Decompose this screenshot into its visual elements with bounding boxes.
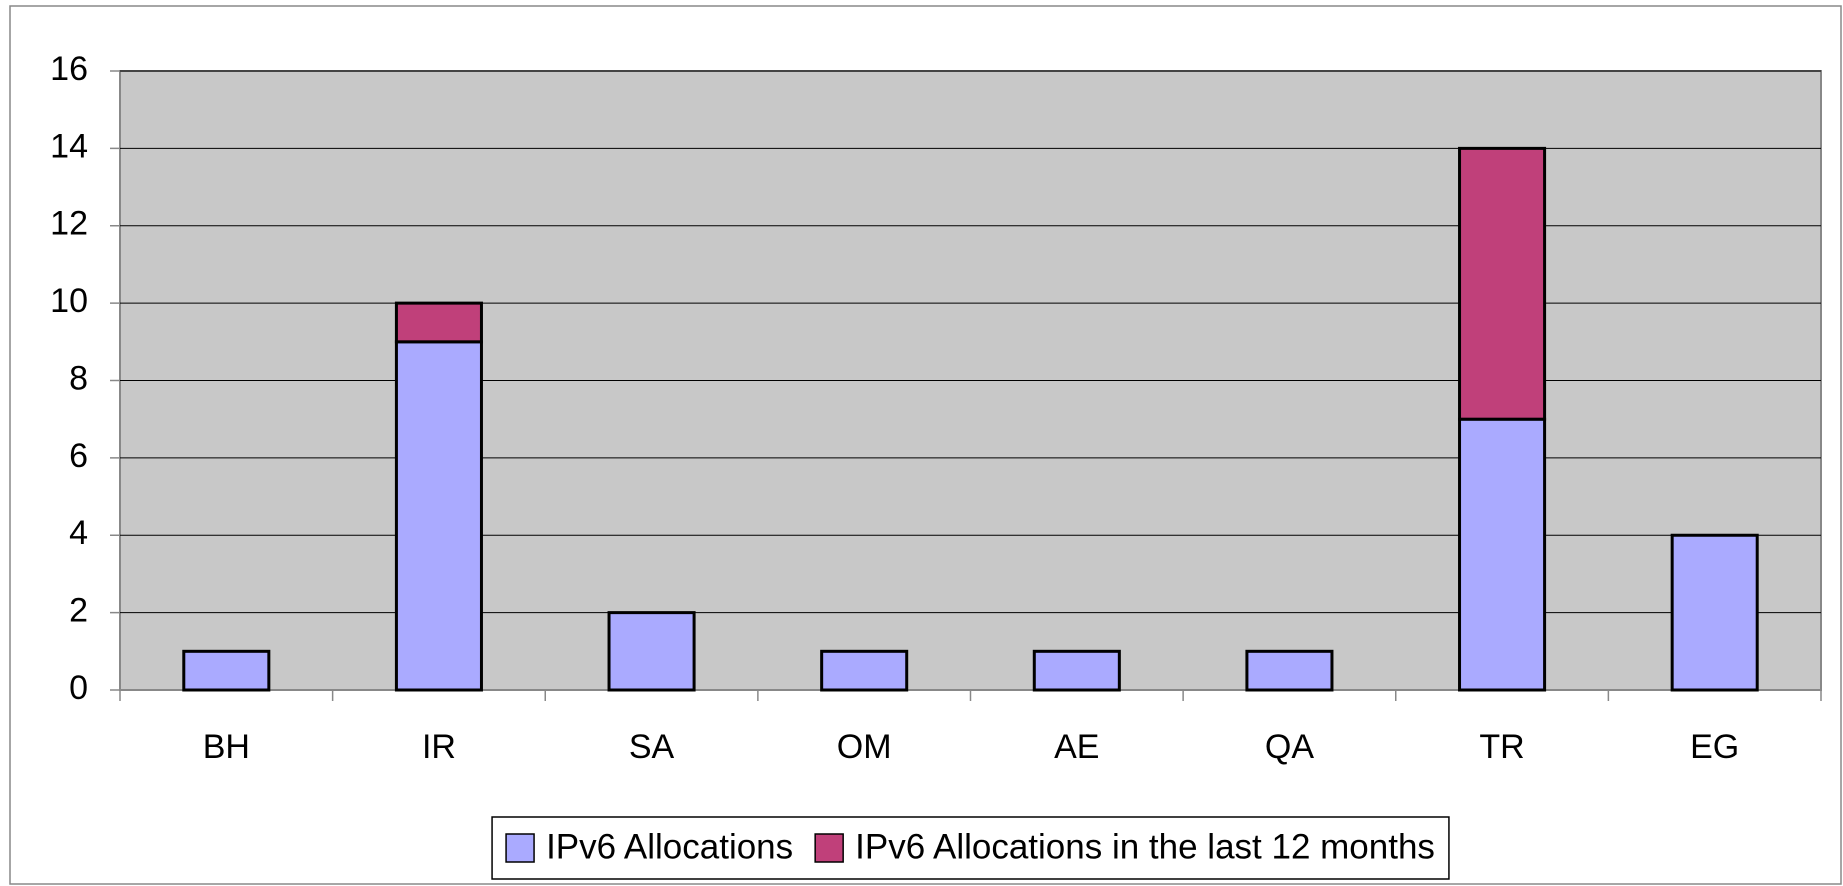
legend-label: IPv6 Allocations in the last 12 months — [855, 827, 1435, 866]
legend-swatch — [814, 833, 844, 863]
x-tick-label: OM — [837, 728, 892, 766]
y-tick-label: 2 — [69, 592, 88, 630]
y-tick-label: 14 — [50, 127, 88, 165]
x-tick-label: TR — [1479, 728, 1524, 766]
y-tick-label: 12 — [50, 205, 88, 243]
legend-swatch — [505, 833, 535, 863]
y-tick-label: 16 — [50, 50, 88, 88]
y-tick-label: 6 — [69, 437, 88, 475]
bar-segment — [394, 340, 483, 692]
bar-segment — [1670, 533, 1759, 692]
legend — [491, 816, 1450, 880]
x-tick-label: EG — [1690, 728, 1739, 766]
y-tick-label: 10 — [50, 282, 88, 320]
x-tick-label: QA — [1265, 728, 1314, 766]
bar-segment — [1458, 146, 1547, 421]
x-tick-label: BH — [203, 728, 250, 766]
y-tick-label: 8 — [69, 359, 88, 397]
bar-segment — [820, 649, 909, 692]
bar-segment — [394, 301, 483, 344]
y-tick-label: 4 — [69, 514, 88, 552]
x-tick-label: AE — [1054, 728, 1099, 766]
x-tick-label: SA — [629, 728, 675, 766]
x-tick-label: IR — [422, 728, 456, 766]
bar-segment — [1032, 649, 1121, 692]
y-tick-label: 0 — [69, 669, 88, 707]
legend-label: IPv6 Allocations — [546, 827, 793, 866]
bar-segment — [1458, 417, 1547, 692]
bar-segment — [1245, 649, 1334, 692]
bar-segment — [607, 611, 696, 692]
bar-segment — [182, 649, 271, 692]
